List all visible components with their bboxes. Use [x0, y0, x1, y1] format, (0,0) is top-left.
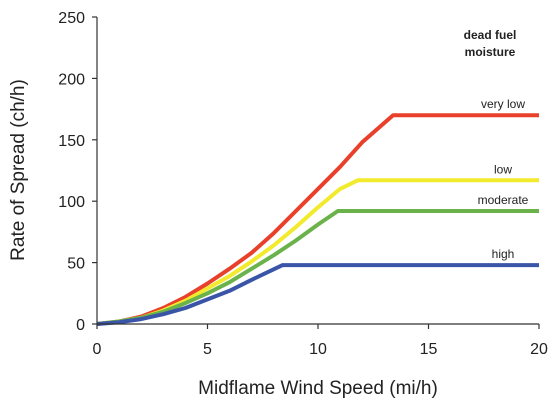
y-axis-title: Rate of Spread (ch/h) [8, 79, 29, 261]
series-label-low: low [494, 162, 512, 176]
y-tick-label: 100 [58, 194, 85, 211]
y-tick-label: 200 [58, 71, 85, 88]
series-label-very-low: very low [481, 97, 525, 111]
y-tick-label: 50 [67, 256, 85, 273]
x-tick-label: 20 [530, 341, 548, 358]
x-tick-label: 5 [203, 341, 212, 358]
y-tick-label: 150 [58, 133, 85, 150]
x-tick-label: 0 [93, 341, 102, 358]
y-tick-label: 250 [58, 10, 85, 27]
series-labels: very low low moderate high [478, 97, 529, 261]
x-tick-label: 10 [309, 341, 327, 358]
y-tick-label: 0 [76, 317, 85, 334]
x-tick-label: 15 [420, 341, 438, 358]
series-line-high [96, 263, 539, 326]
legend-title-line-2: moisture [465, 45, 516, 59]
legend-title-line-1: dead fuel [464, 28, 517, 42]
series-label-moderate: moderate [478, 193, 529, 207]
x-axis-title: Midflame Wind Speed (mi/h) [198, 378, 438, 399]
series-label-high: high [492, 247, 515, 261]
plot-area [97, 17, 539, 324]
series-layer [96, 113, 539, 326]
